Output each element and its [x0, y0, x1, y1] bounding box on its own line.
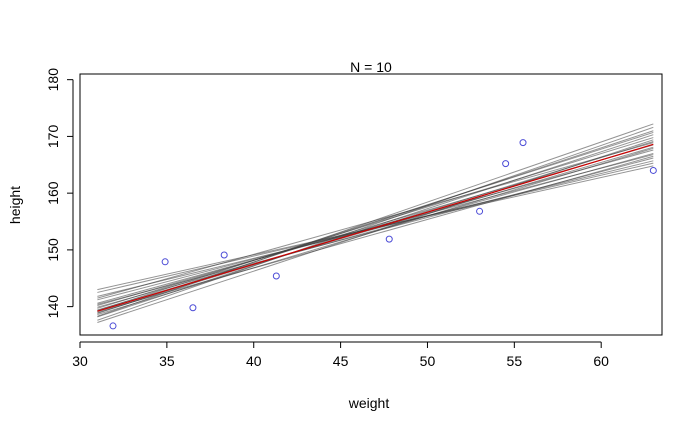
x-axis-label: weight — [348, 395, 390, 411]
y-tick-label: 180 — [45, 68, 61, 92]
posterior-line — [97, 131, 654, 312]
x-tick-label: 30 — [72, 353, 88, 369]
x-tick-label: 55 — [507, 353, 523, 369]
posterior-line — [97, 126, 654, 321]
data-point — [502, 160, 510, 168]
y-tick-label: 160 — [45, 181, 61, 205]
data-point — [272, 272, 280, 280]
data-point — [161, 258, 169, 266]
y-tick-label: 170 — [45, 125, 61, 149]
plot-frame — [79, 73, 663, 336]
x-tick-label: 50 — [420, 353, 436, 369]
data-point — [385, 235, 393, 243]
posterior-line — [97, 142, 654, 299]
x-tick-label: 45 — [333, 353, 349, 369]
y-axis: 140 150 160 170 180 — [45, 68, 74, 319]
y-tick-label: 150 — [45, 238, 61, 262]
data-point — [649, 166, 657, 174]
x-tick-label: 35 — [159, 353, 175, 369]
x-tick-label: 40 — [246, 353, 262, 369]
y-axis-label: height — [7, 186, 23, 224]
data-point — [189, 304, 197, 312]
x-tick-label: 60 — [593, 353, 609, 369]
y-tick-label: 140 — [45, 295, 61, 319]
mean-line — [97, 143, 654, 312]
data-point — [476, 207, 484, 215]
posterior-line — [97, 155, 654, 313]
posterior-line — [97, 160, 654, 297]
data-point — [519, 139, 527, 147]
chart-title: N = 10 — [350, 59, 392, 75]
data-point — [220, 251, 228, 259]
data-point — [109, 322, 117, 330]
posterior-lines — [97, 123, 654, 323]
x-axis: 30 35 40 45 50 55 60 — [72, 341, 609, 369]
mean-line-layer — [97, 143, 654, 312]
data-points — [109, 139, 657, 330]
posterior-line — [97, 139, 654, 323]
